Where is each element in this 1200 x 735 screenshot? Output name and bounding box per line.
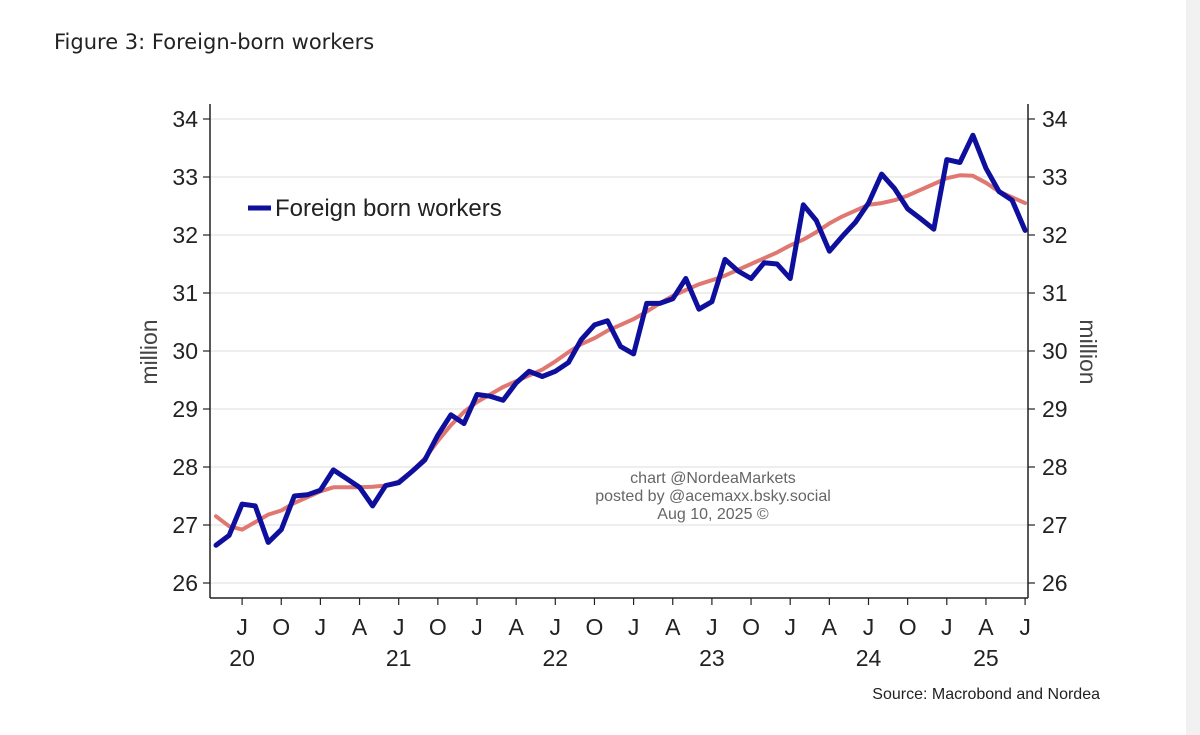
x-tick-label: J <box>315 614 327 640</box>
x-year-label: 21 <box>386 645 412 671</box>
x-tick-label: J <box>471 614 483 640</box>
legend: Foreign born workers <box>248 195 502 222</box>
watermark-line-3: Aug 10, 2025 © <box>657 506 769 523</box>
x-tick-label: J <box>628 614 640 640</box>
x-tick-label: O <box>742 614 760 640</box>
x-year-label: 20 <box>229 645 255 671</box>
gridlines <box>210 118 1028 584</box>
x-year-label: 24 <box>856 645 882 671</box>
x-tick-label: J <box>863 614 875 640</box>
watermark-line-1: chart @NordeaMarkets <box>630 470 796 487</box>
x-year-label: 23 <box>699 645 725 671</box>
y-axis-left: 26 27 28 29 30 31 32 33 34 <box>172 104 211 598</box>
y-tick-label-right: 34 <box>1042 106 1068 132</box>
x-tick-label: J <box>393 614 405 640</box>
y-tick-label-right: 32 <box>1042 222 1068 248</box>
x-tick-label: O <box>429 614 447 640</box>
y-tick-label-right: 29 <box>1042 396 1068 422</box>
y-axis-right: 26 27 28 29 30 31 32 33 34 <box>1027 104 1068 598</box>
y-tick-label-right: 27 <box>1042 512 1068 538</box>
y-tick-label-right: 28 <box>1042 454 1068 480</box>
source-note: Source: Macrobond and Nordea <box>872 686 1100 703</box>
y-tick-label-left: 33 <box>172 164 198 190</box>
x-year-label: 25 <box>973 645 999 671</box>
watermark-line-2: posted by @acemaxx.bsky.social <box>595 488 831 505</box>
series-line-foreign-born-workers <box>213 132 1028 548</box>
x-tick-label: O <box>899 614 917 640</box>
series-line-trend <box>214 173 1028 532</box>
y-tick-label-left: 26 <box>172 570 198 596</box>
series-lines <box>213 132 1028 548</box>
x-tick-label: A <box>978 614 994 640</box>
x-tick-label: O <box>586 614 604 640</box>
x-tick-label: J <box>236 614 248 640</box>
y-tick-label-left: 27 <box>172 512 198 538</box>
x-tick-label: J <box>941 614 953 640</box>
y-tick-label-left: 34 <box>172 106 198 132</box>
x-tick-label: A <box>665 614 681 640</box>
y-axis-left-unit: million <box>136 319 162 384</box>
x-tick-label: J <box>784 614 796 640</box>
x-tick-label: J <box>550 614 562 640</box>
watermark: chart @NordeaMarkets posted by @acemaxx.… <box>595 470 831 523</box>
x-tick-label: O <box>272 614 290 640</box>
y-tick-label-right: 30 <box>1042 338 1068 364</box>
x-tick-label: A <box>508 614 524 640</box>
scrollbar-track[interactable] <box>1186 0 1200 735</box>
y-tick-label-right: 33 <box>1042 164 1068 190</box>
x-axis: J O J A J O J A J O J A J O J A J O J A J20 21 22 23 24 25 <box>210 597 1031 671</box>
y-tick-label-left: 30 <box>172 338 198 364</box>
x-year-label: 22 <box>543 645 569 671</box>
y-tick-label-left: 28 <box>172 454 198 480</box>
x-tick-label: A <box>822 614 838 640</box>
page-title: Figure 3: Foreign-born workers <box>54 30 375 54</box>
y-axis-right-unit: million <box>1075 319 1101 384</box>
y-tick-label-left: 31 <box>172 280 198 306</box>
x-tick-label: J <box>1019 614 1031 640</box>
x-tick-label: A <box>352 614 368 640</box>
y-tick-label-right: 31 <box>1042 280 1068 306</box>
y-tick-label-left: 32 <box>172 222 198 248</box>
x-tick-label: J <box>706 614 718 640</box>
y-tick-label-left: 29 <box>172 396 198 422</box>
y-tick-label-right: 26 <box>1042 570 1068 596</box>
legend-label: Foreign born workers <box>275 195 502 222</box>
